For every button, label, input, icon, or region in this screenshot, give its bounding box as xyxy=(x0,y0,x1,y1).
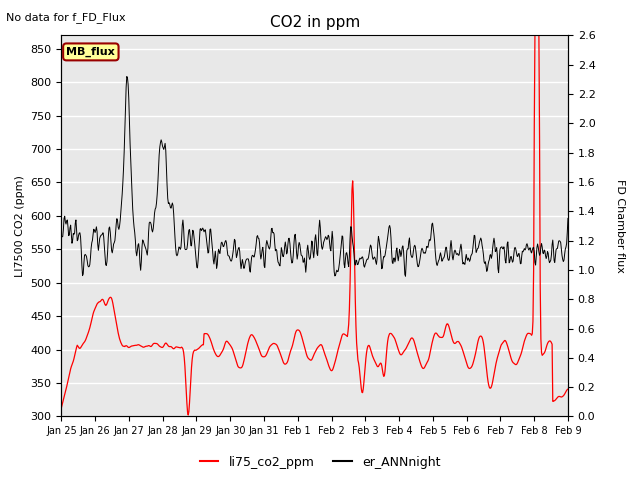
Title: CO2 in ppm: CO2 in ppm xyxy=(269,15,360,30)
Text: MB_flux: MB_flux xyxy=(67,47,115,57)
Text: No data for f_FD_Flux: No data for f_FD_Flux xyxy=(6,12,126,23)
Legend: li75_co2_ppm, er_ANNnight: li75_co2_ppm, er_ANNnight xyxy=(195,451,445,474)
Y-axis label: LI7500 CO2 (ppm): LI7500 CO2 (ppm) xyxy=(15,175,25,277)
Y-axis label: FD Chamber flux: FD Chamber flux xyxy=(615,179,625,273)
